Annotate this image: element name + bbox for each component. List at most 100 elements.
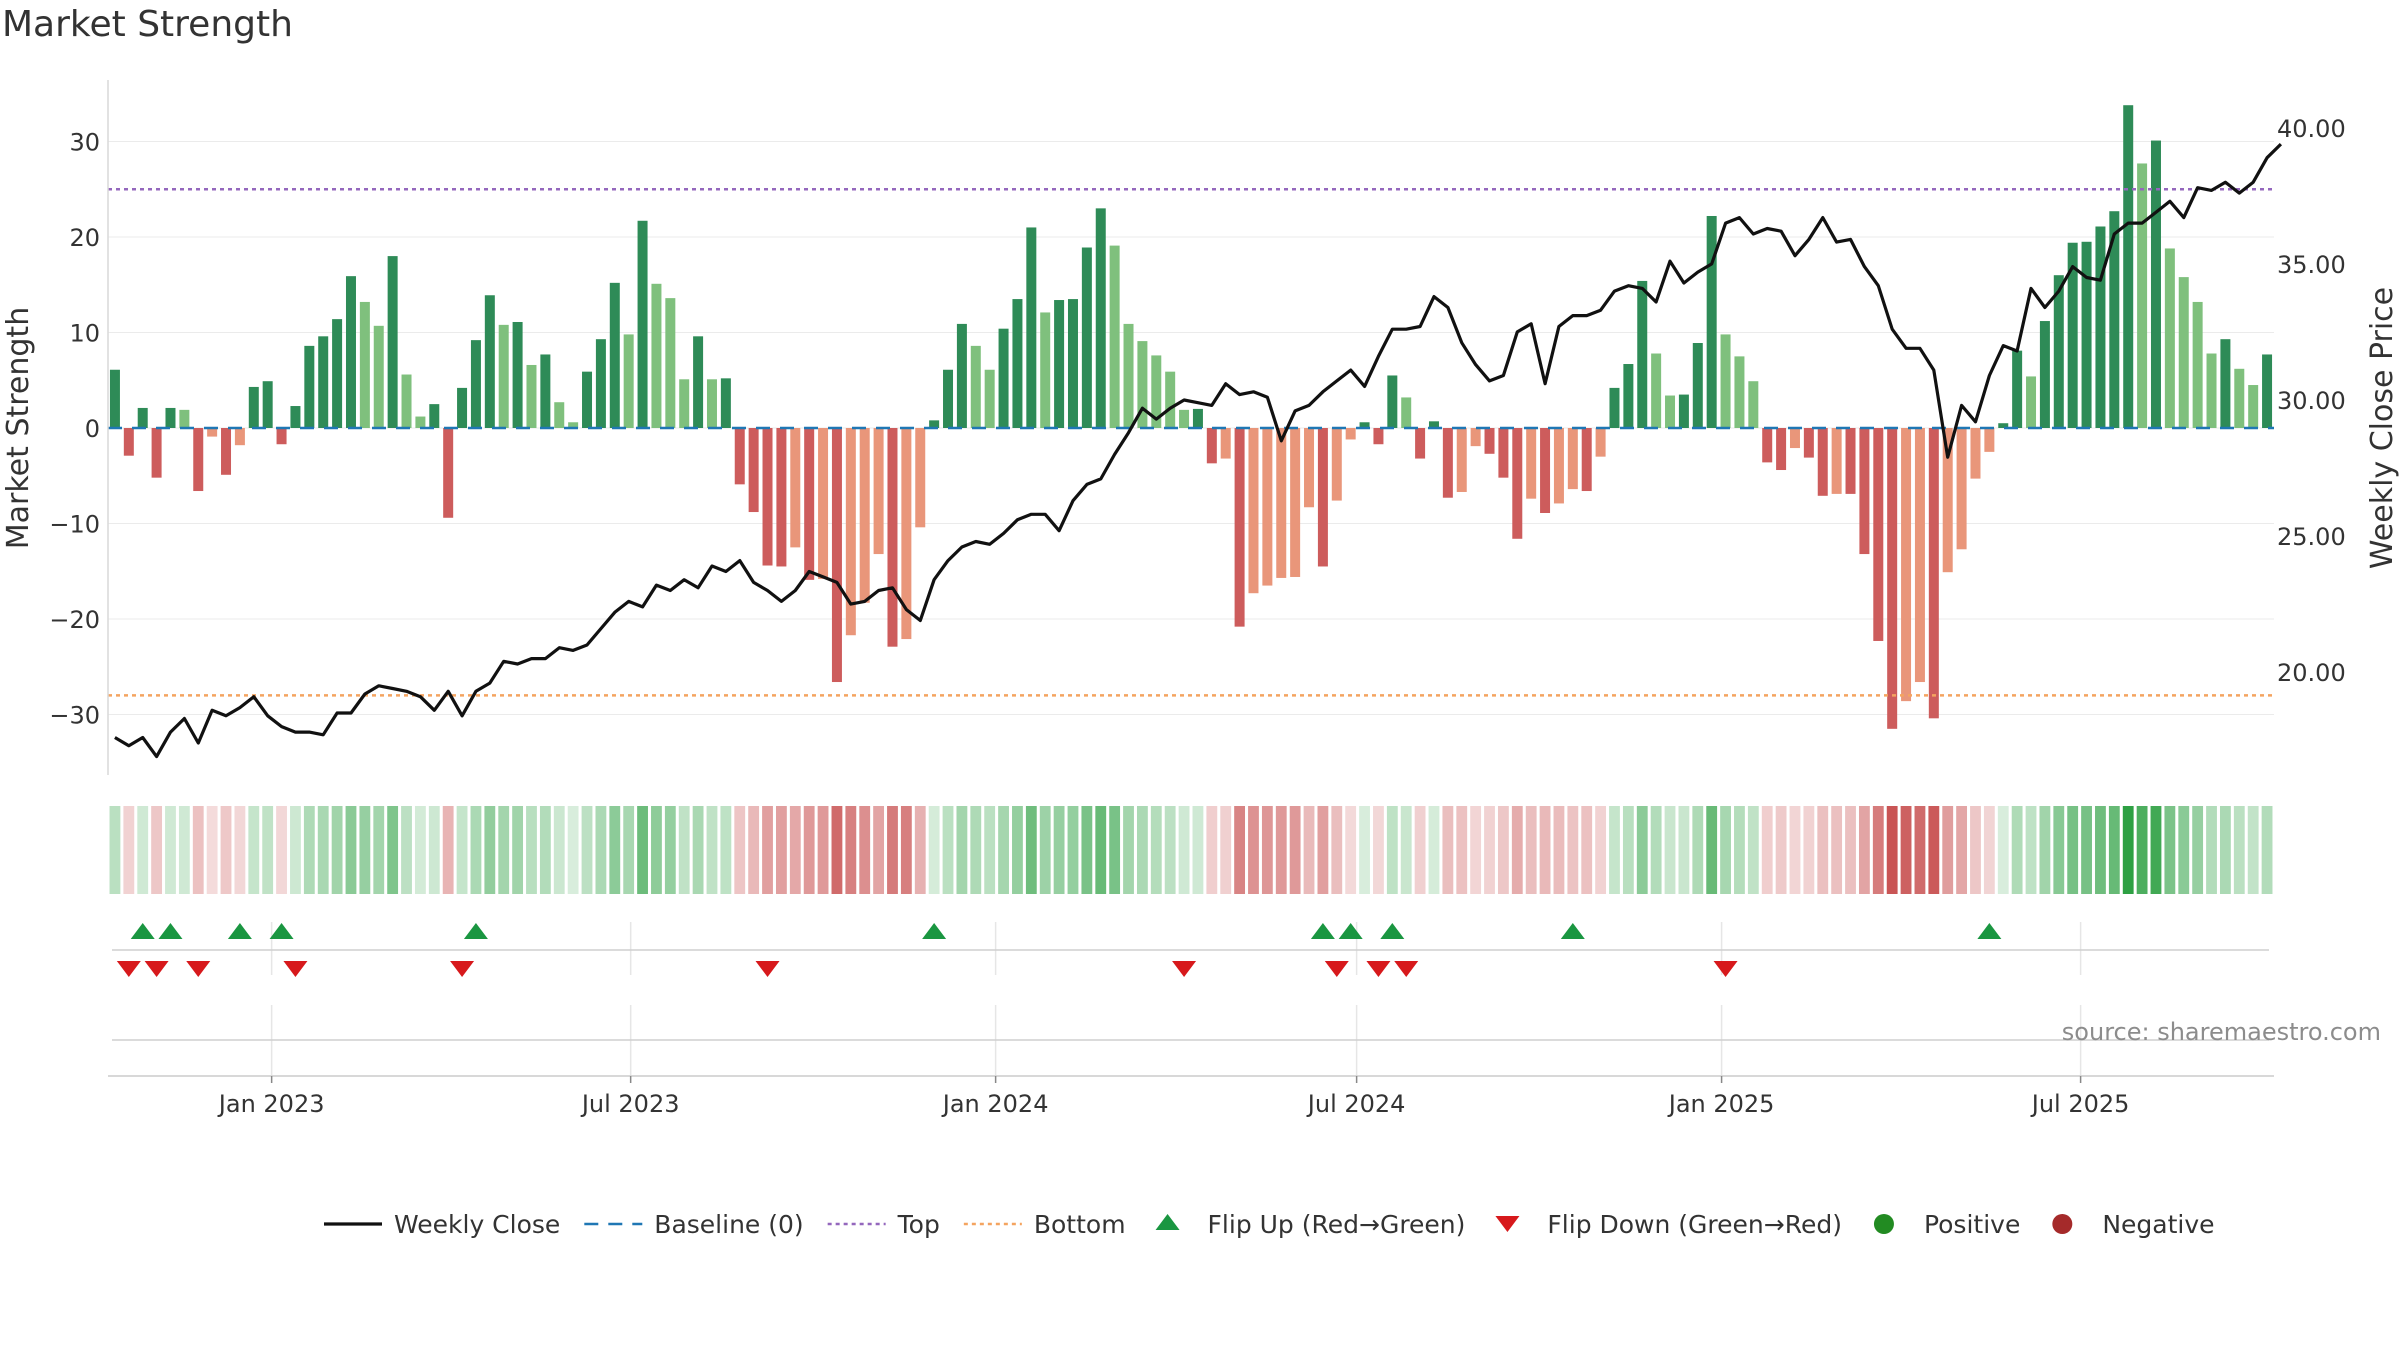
flip-up-marker (269, 923, 294, 939)
legend-swatch-circle (1873, 1214, 1894, 1234)
strength-bar (1581, 428, 1592, 492)
left-axis-title: Market Strength (1, 307, 36, 549)
strength-bar (2012, 350, 2023, 428)
strength-bar (1776, 428, 1787, 471)
heat-cell (220, 806, 232, 894)
heat-cell (1720, 806, 1731, 894)
heat-cell (1900, 806, 1912, 894)
strength-bar (915, 428, 926, 528)
flip-down-marker (1172, 961, 1197, 977)
heat-cell (1872, 806, 1884, 894)
heat-cell (1970, 806, 1981, 894)
heat-cell (1789, 806, 1801, 894)
heat-cell (998, 806, 1009, 894)
strength-bar (234, 428, 245, 446)
strength-bar (207, 428, 218, 437)
strength-bar (2248, 385, 2259, 428)
strength-bar (1678, 394, 1689, 428)
flip-down-marker (186, 961, 211, 977)
strength-bar (2123, 105, 2134, 429)
strength-bar (1220, 428, 1231, 459)
heat-cell (1775, 806, 1787, 894)
heat-cell (2025, 806, 2037, 894)
heat-cell (2122, 806, 2134, 894)
strength-bar (2234, 368, 2245, 428)
strength-bar (2164, 248, 2175, 428)
strength-bar (609, 282, 620, 428)
heat-cell (2178, 806, 2190, 894)
heat-cell (1025, 806, 1037, 894)
strength-bar (693, 336, 704, 428)
x-tick-label: Jan 2024 (941, 1090, 1049, 1118)
strength-bar (165, 407, 176, 428)
flip-down-marker (283, 961, 308, 977)
strength-bar (1456, 428, 1467, 492)
strength-bar (109, 369, 120, 428)
heat-cell (526, 806, 537, 894)
strength-bar (359, 301, 370, 428)
flip-down-marker (755, 961, 780, 977)
heat-cell (1525, 806, 1537, 894)
heat-cell (2247, 806, 2259, 894)
strength-bar (1553, 428, 1564, 504)
heat-cell (609, 806, 621, 894)
heat-cell (1664, 806, 1676, 894)
strength-bar (1109, 245, 1120, 428)
strength-bar (512, 321, 523, 428)
strength-bar (1442, 428, 1453, 498)
strength-bar (2206, 353, 2217, 428)
heat-cell (553, 806, 565, 894)
strength-bar (1720, 334, 1731, 428)
heat-cell (1497, 806, 1509, 894)
strength-bar (1692, 343, 1703, 428)
heat-cell (637, 806, 648, 894)
strength-bar (1970, 428, 1981, 479)
strength-bar (1387, 375, 1398, 428)
strength-bar (1192, 408, 1203, 428)
flip-down-marker (116, 961, 141, 977)
strength-bar (304, 345, 315, 428)
heat-cell (1053, 806, 1065, 894)
heat-cell (512, 806, 524, 894)
heat-cell (651, 806, 662, 894)
heat-cell (1567, 806, 1579, 894)
strength-bar (1276, 428, 1287, 578)
strength-bar (1248, 428, 1259, 594)
flip-markers (112, 923, 2269, 1041)
strength-bar (1040, 312, 1051, 428)
heat-cell (956, 806, 968, 894)
strength-bar (1470, 428, 1481, 447)
heat-cell (1109, 806, 1121, 894)
strength-bar (1748, 381, 1759, 428)
heat-cell (1359, 806, 1370, 894)
strength-bar (665, 298, 676, 428)
strength-bar (2178, 277, 2189, 428)
strength-bar (1331, 428, 1342, 501)
strength-bar (1081, 247, 1092, 428)
heat-cell (984, 806, 996, 894)
x-tick-label: Jul 2025 (2030, 1090, 2130, 1118)
strength-bar (568, 422, 579, 428)
strength-bar (470, 340, 481, 428)
strength-bar (956, 323, 967, 428)
heat-cell (109, 806, 121, 894)
strength-bar (901, 428, 912, 640)
heat-cell (1983, 806, 1995, 894)
strength-bar (595, 339, 606, 428)
strength-bar (1540, 428, 1551, 513)
heat-cell (1553, 806, 1565, 894)
heat-cell (456, 806, 468, 894)
heat-cell (928, 806, 940, 894)
heat-cell (1886, 806, 1898, 894)
heat-cell (1484, 806, 1495, 894)
heat-cell (2053, 806, 2065, 894)
strength-bar (2053, 275, 2064, 428)
heat-cell (2261, 806, 2273, 894)
strength-bar (2150, 140, 2161, 429)
heat-cell (775, 806, 787, 894)
legend-label: Weekly Close (394, 1210, 560, 1239)
heat-cell (2108, 806, 2120, 894)
strength-bar (1026, 227, 1037, 428)
strength-bar (1762, 428, 1773, 463)
